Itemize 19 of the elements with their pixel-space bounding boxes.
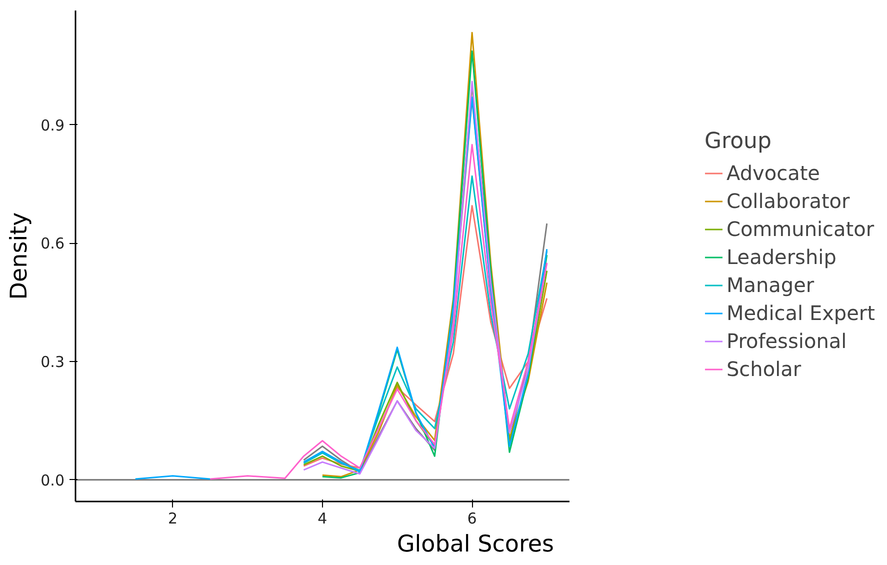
line-series — [209, 144, 548, 480]
legend-label: Leadership — [726, 244, 836, 270]
legend-label: Professional — [726, 328, 847, 354]
legend-label: Advocate — [726, 160, 820, 186]
y-tick-label: 0.0 — [40, 471, 65, 490]
x-tick-label: 4 — [318, 510, 328, 528]
y-tick-label: 0.9 — [40, 116, 65, 134]
x-tick-label: 6 — [467, 510, 477, 528]
legend-title: Group — [704, 128, 772, 154]
legend-label: Collaborator — [726, 188, 850, 214]
x-axis-title: Global Scores — [396, 532, 554, 558]
legend-label: Communicator — [726, 216, 874, 242]
y-tick-label: 0.3 — [40, 352, 65, 371]
y-tick-label: 0.6 — [40, 234, 65, 253]
y-axis-title: Density — [6, 212, 33, 300]
legend-label: Manager — [726, 272, 814, 298]
x-tick-label: 2 — [168, 510, 178, 528]
legend-label: Scholar — [726, 356, 802, 382]
legend-label: Medical Expert — [726, 300, 875, 326]
